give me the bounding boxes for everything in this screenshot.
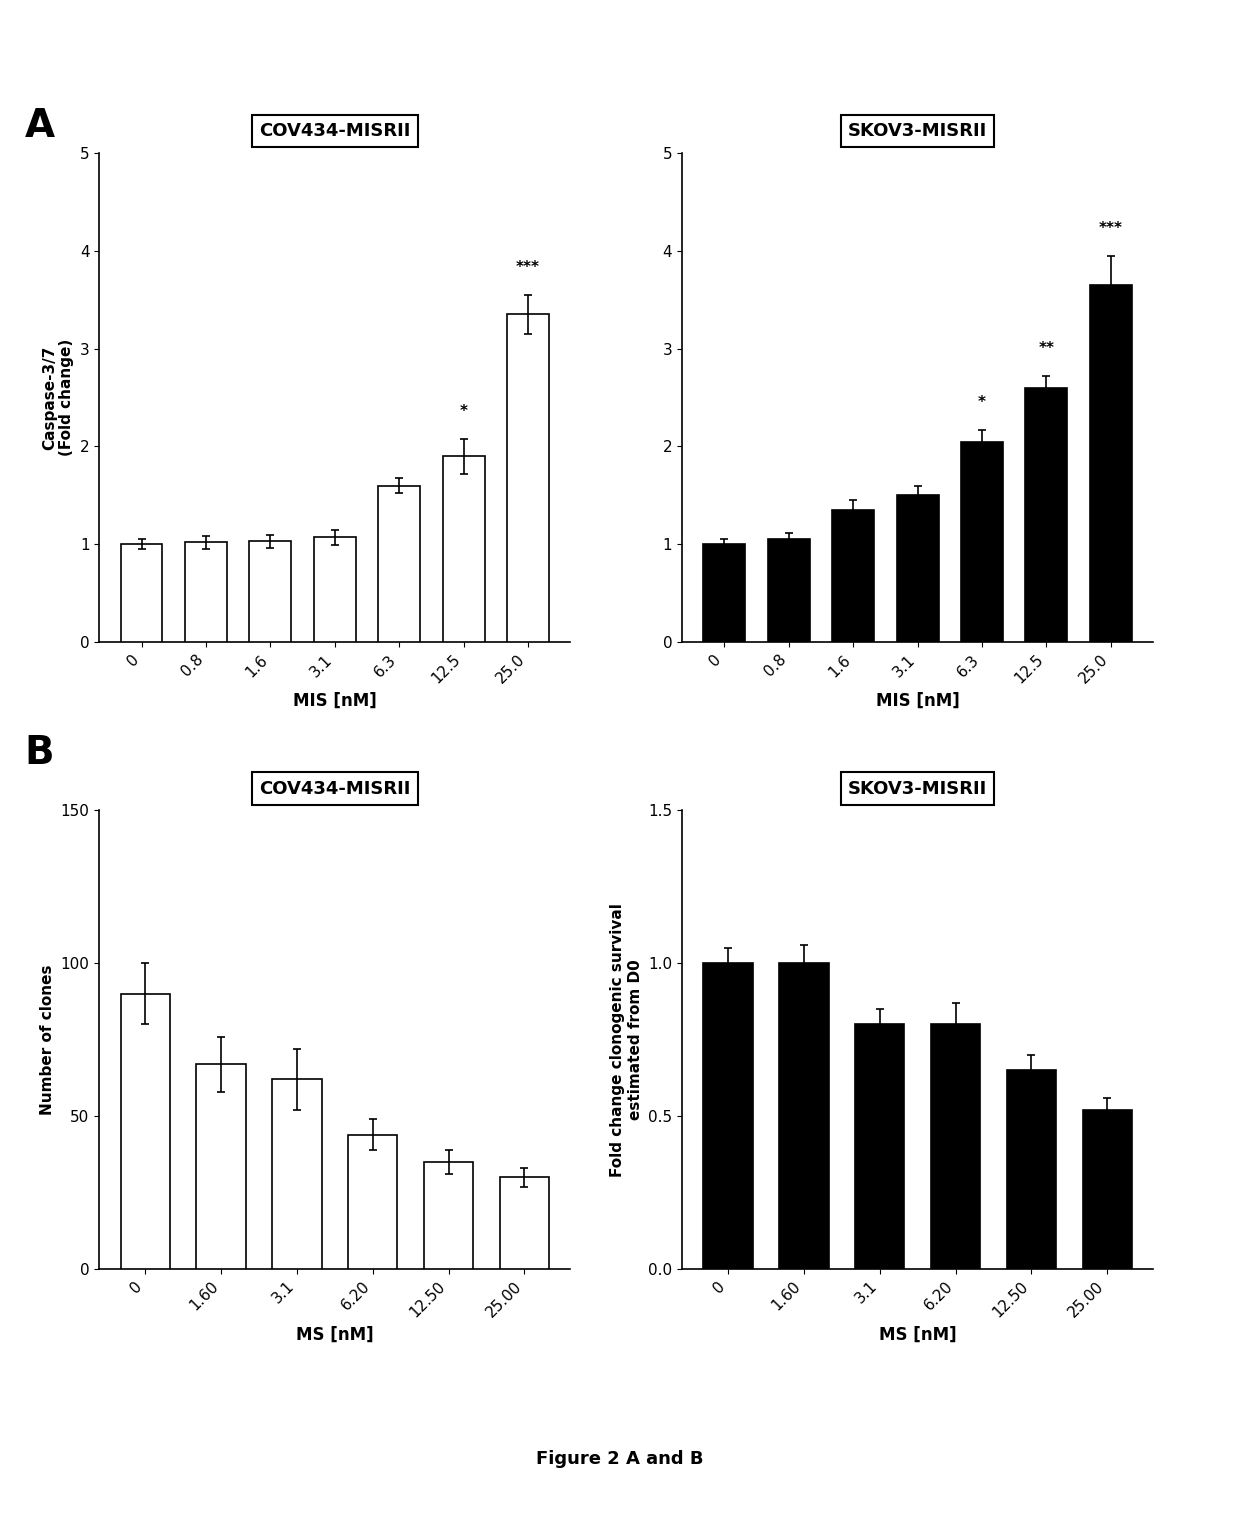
- Text: Figure 2 A and B: Figure 2 A and B: [536, 1449, 704, 1468]
- Text: A: A: [25, 107, 55, 145]
- Bar: [443, 456, 485, 642]
- Bar: [961, 442, 1003, 642]
- Title: SKOV3-MISRII: SKOV3-MISRII: [848, 780, 987, 798]
- Bar: [273, 1079, 321, 1269]
- Y-axis label: Caspase-3/7
(Fold change): Caspase-3/7 (Fold change): [42, 339, 74, 456]
- Bar: [1007, 1070, 1056, 1269]
- Text: ***: ***: [1099, 222, 1123, 235]
- Bar: [314, 538, 356, 642]
- X-axis label: MS [nM]: MS [nM]: [879, 1326, 956, 1344]
- Text: **: **: [1038, 341, 1054, 356]
- Text: *: *: [978, 396, 986, 410]
- Bar: [185, 543, 227, 642]
- X-axis label: MIS [nM]: MIS [nM]: [875, 693, 960, 709]
- Text: *: *: [460, 404, 467, 419]
- Title: COV434-MISRII: COV434-MISRII: [259, 122, 410, 141]
- Bar: [120, 994, 170, 1269]
- Title: SKOV3-MISRII: SKOV3-MISRII: [848, 122, 987, 141]
- Text: ***: ***: [516, 260, 541, 275]
- Bar: [703, 544, 745, 642]
- Bar: [378, 486, 420, 642]
- Bar: [1025, 388, 1068, 642]
- Bar: [703, 963, 753, 1269]
- Bar: [1090, 284, 1132, 642]
- Y-axis label: Fold change clonogenic survival
estimated from D0: Fold change clonogenic survival estimate…: [610, 902, 642, 1177]
- Bar: [856, 1024, 904, 1269]
- Bar: [931, 1024, 980, 1269]
- Bar: [500, 1177, 549, 1269]
- Bar: [424, 1162, 474, 1269]
- Bar: [897, 495, 939, 642]
- Text: B: B: [25, 734, 55, 772]
- Bar: [249, 541, 291, 642]
- Title: COV434-MISRII: COV434-MISRII: [259, 780, 410, 798]
- Bar: [768, 540, 810, 642]
- Bar: [1083, 1110, 1132, 1269]
- Bar: [832, 511, 874, 642]
- Y-axis label: Number of clones: Number of clones: [40, 965, 55, 1115]
- Bar: [120, 544, 162, 642]
- Bar: [348, 1135, 397, 1269]
- X-axis label: MIS [nM]: MIS [nM]: [293, 693, 377, 709]
- Bar: [779, 963, 828, 1269]
- X-axis label: MS [nM]: MS [nM]: [296, 1326, 373, 1344]
- Bar: [196, 1064, 246, 1269]
- Bar: [507, 315, 549, 642]
